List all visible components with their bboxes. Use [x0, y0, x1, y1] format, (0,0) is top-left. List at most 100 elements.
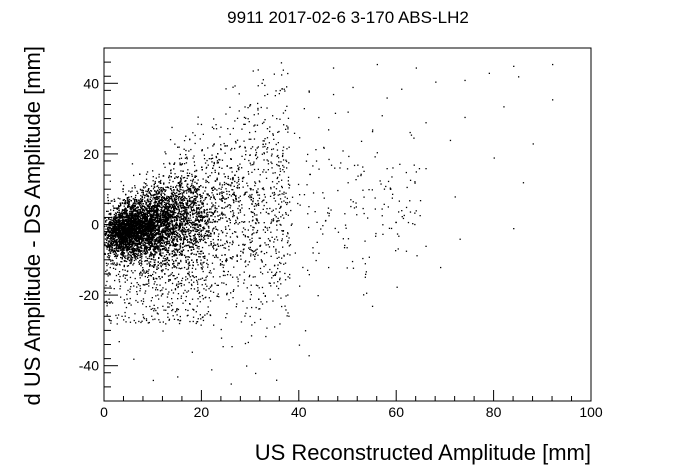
data-point — [198, 231, 200, 234]
data-point — [208, 211, 211, 213]
data-point — [151, 255, 153, 257]
data-point — [112, 220, 114, 222]
data-point — [152, 232, 154, 235]
data-point — [154, 231, 156, 233]
data-point — [159, 252, 161, 254]
data-point — [161, 216, 164, 219]
data-point — [194, 230, 196, 232]
data-point — [192, 178, 195, 180]
data-point — [137, 253, 140, 255]
data-point — [137, 247, 139, 249]
data-point — [186, 175, 189, 177]
data-point — [157, 228, 159, 230]
data-point — [226, 232, 228, 234]
data-point — [163, 246, 165, 248]
data-point — [110, 227, 113, 230]
data-point — [126, 212, 128, 214]
data-point — [146, 222, 148, 224]
data-point — [179, 242, 182, 245]
data-point — [183, 237, 185, 239]
data-point — [118, 207, 120, 209]
data-point — [158, 250, 160, 252]
data-point — [146, 199, 148, 201]
data-point — [135, 212, 137, 215]
data-point — [183, 212, 185, 214]
data-point — [133, 223, 135, 225]
data-point — [169, 206, 171, 208]
data-point — [221, 207, 223, 209]
data-point — [106, 234, 109, 236]
data-point — [146, 217, 148, 219]
data-point — [132, 237, 134, 240]
data-point — [171, 193, 173, 195]
data-point — [168, 229, 170, 232]
data-point — [191, 224, 194, 226]
data-point — [167, 233, 169, 235]
data-point — [142, 243, 144, 245]
data-point — [164, 228, 166, 230]
data-point — [145, 256, 147, 258]
data-point — [158, 209, 160, 212]
data-point — [142, 194, 144, 196]
data-point — [143, 214, 145, 216]
data-point — [147, 252, 149, 254]
data-point — [190, 148, 192, 151]
data-point — [131, 207, 133, 209]
data-point — [122, 255, 124, 257]
data-point — [178, 193, 180, 195]
data-point — [207, 235, 209, 237]
data-point — [231, 258, 233, 260]
data-point — [179, 244, 181, 246]
data-point — [194, 201, 197, 204]
data-point — [175, 212, 177, 214]
data-point — [153, 215, 155, 217]
data-point — [154, 198, 156, 200]
data-point — [134, 196, 137, 199]
data-point — [176, 192, 178, 194]
data-point — [205, 242, 207, 244]
data-point — [175, 253, 177, 255]
data-point — [160, 224, 163, 226]
data-point — [171, 240, 173, 242]
data-point — [234, 223, 236, 225]
data-point — [142, 198, 144, 200]
data-point — [229, 204, 231, 206]
data-point — [129, 219, 131, 221]
data-point — [193, 199, 195, 202]
data-point — [157, 240, 159, 242]
data-point — [160, 245, 162, 248]
data-point — [209, 198, 211, 200]
data-point — [122, 229, 124, 231]
data-point — [120, 204, 122, 207]
data-point — [142, 236, 144, 238]
data-point — [183, 235, 185, 238]
data-point — [127, 205, 129, 207]
data-point — [139, 238, 141, 240]
data-point — [129, 207, 132, 209]
data-point — [140, 237, 142, 240]
data-point — [201, 196, 203, 199]
data-point — [125, 215, 127, 217]
data-point — [161, 190, 163, 192]
data-point — [124, 216, 126, 218]
data-point — [158, 217, 160, 219]
data-point — [127, 255, 129, 257]
data-point — [192, 202, 195, 204]
data-point — [120, 249, 122, 251]
data-point — [186, 215, 188, 217]
data-point — [185, 202, 187, 204]
data-point — [139, 217, 141, 219]
data-point — [172, 225, 174, 227]
data-point — [176, 184, 178, 187]
data-point — [213, 242, 215, 244]
data-point — [188, 244, 190, 246]
data-point — [111, 219, 113, 221]
data-point — [164, 166, 166, 168]
data-point — [146, 211, 148, 214]
data-point — [132, 203, 134, 206]
data-point — [186, 189, 188, 191]
data-point — [185, 211, 187, 213]
data-point — [143, 244, 145, 247]
data-point — [198, 209, 201, 211]
